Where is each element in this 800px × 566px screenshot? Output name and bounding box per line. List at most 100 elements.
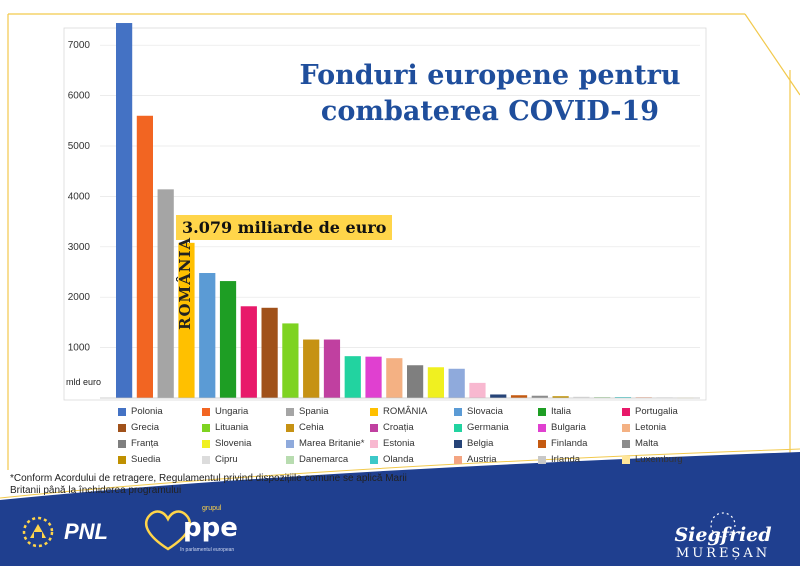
legend-item: Italia — [538, 406, 571, 417]
legend-item: Irlanda — [538, 454, 580, 465]
legend-swatch — [202, 455, 210, 464]
bars-layer — [116, 23, 694, 399]
legend-item: Luxemburg — [622, 454, 683, 465]
legend-swatch — [454, 423, 462, 432]
legend-label: Danemarca — [299, 454, 349, 465]
legend-swatch — [118, 407, 126, 416]
legend-swatch — [370, 423, 378, 432]
y-tick-label: 3000 — [68, 242, 91, 253]
legend-swatch — [202, 407, 210, 416]
bar-letonia — [386, 358, 403, 398]
legend-swatch — [286, 423, 294, 432]
eu-stars-icon — [710, 512, 736, 538]
legend-label: Marea Britanie* — [299, 438, 365, 449]
grid-layer: 1000 2000 3000 4000 5000 6000 7000 — [68, 40, 700, 354]
legend-label: Malta — [635, 438, 659, 449]
legend-swatch — [454, 407, 462, 416]
bar-finlanda — [510, 395, 528, 398]
legend-item: Malta — [622, 438, 658, 449]
legend-swatch — [370, 407, 378, 416]
chart-title: Fonduri europene pentru combaterea COVID… — [299, 60, 681, 127]
legend-swatch — [370, 439, 378, 448]
legend-item: Suedia — [118, 454, 161, 465]
legend-item: Cehia — [286, 422, 324, 433]
bar-germania — [344, 356, 361, 398]
legend-label: Portugalia — [635, 406, 678, 417]
legend-swatch — [622, 439, 630, 448]
bar-estonia — [469, 382, 486, 398]
legend-swatch — [118, 423, 126, 432]
legend-label: Slovenia — [215, 438, 252, 449]
bar-cipru — [573, 396, 590, 398]
legend-label: ROMÂNIA — [383, 406, 428, 417]
legend-item: Belgia — [454, 438, 493, 449]
legend-item: Slovenia — [202, 438, 251, 449]
legend-item: Cipru — [202, 454, 238, 465]
bar-belgia — [490, 394, 507, 398]
band-accent-line — [0, 448, 800, 499]
legend-swatch — [118, 439, 126, 448]
legend-label: Luxemburg — [635, 454, 683, 465]
bar-marea-britanie- — [448, 368, 465, 398]
romania-bar-label: ROMÂNIA — [176, 236, 194, 330]
legend-item: Marea Britanie* — [286, 438, 364, 449]
legend-item: ROMÂNIA — [370, 406, 427, 417]
legend-label: Cehia — [299, 422, 324, 433]
legend-swatch — [454, 455, 462, 464]
legend-swatch — [286, 439, 294, 448]
legend-label: Bulgaria — [551, 422, 586, 433]
legend-item: Croația — [370, 422, 414, 433]
bar-malta — [531, 395, 548, 398]
y-tick-label: 2000 — [68, 292, 91, 303]
legend-item: Franța — [118, 438, 158, 449]
bar-slovacia — [199, 273, 216, 398]
pnl-logo: PNL — [18, 512, 108, 552]
bar-grecia — [261, 307, 278, 398]
legend-label: Austria — [467, 454, 497, 465]
bar-olanda — [614, 397, 632, 398]
legend-label: Letonia — [635, 422, 667, 433]
legend-item: Finlanda — [538, 438, 587, 449]
legend-item: Danemarca — [286, 454, 348, 465]
legend-swatch — [622, 423, 630, 432]
legend-item: Lituania — [202, 422, 248, 433]
legend-label: Croația — [383, 422, 414, 433]
legend-item: Germania — [454, 422, 509, 433]
bar-cehia — [303, 339, 320, 398]
ppe-grupul-label: grupul — [202, 505, 222, 512]
ppe-logo-text: ppe — [183, 513, 238, 543]
ppe-heart-icon — [145, 510, 191, 551]
legend-label: Lituania — [215, 422, 249, 433]
legend-swatch — [286, 455, 294, 464]
romania-value-callout: 3.079 miliarde de euro — [176, 215, 393, 240]
legend-swatch — [118, 455, 126, 464]
y-axis-unit-label: mld euro — [66, 377, 102, 387]
legend-swatch — [454, 439, 462, 448]
legend-item: Portugalia — [622, 406, 678, 417]
legend-item: Spania — [286, 406, 329, 417]
legend-label: Belgia — [467, 438, 494, 449]
legend-item: Bulgaria — [538, 422, 586, 433]
bar-românia — [178, 242, 195, 398]
y-tick-label: 7000 — [68, 40, 91, 51]
legend-label: Finlanda — [551, 438, 588, 449]
bar-italia — [219, 281, 237, 398]
legend-item: Slovacia — [454, 406, 503, 417]
legend-label: Ungaria — [215, 406, 249, 417]
bar-danemarca — [594, 396, 611, 398]
legend-item: Polonia — [118, 406, 163, 417]
legend-swatch — [538, 439, 546, 448]
bar-portugalia — [240, 306, 257, 398]
legend-item: Ungaria — [202, 406, 248, 417]
signature-logo: Siegfried MUREȘAN — [668, 510, 778, 561]
legend-label: Polonia — [131, 406, 163, 417]
legend-swatch — [622, 455, 630, 464]
legend-label: Estonia — [383, 438, 415, 449]
legend-swatch — [370, 455, 378, 464]
legend-swatch — [202, 423, 210, 432]
legend-label: Franța — [131, 438, 159, 449]
legend-item: Letonia — [622, 422, 666, 433]
signature-last-name: MUREȘAN — [675, 546, 771, 561]
bar-croația — [323, 339, 341, 398]
